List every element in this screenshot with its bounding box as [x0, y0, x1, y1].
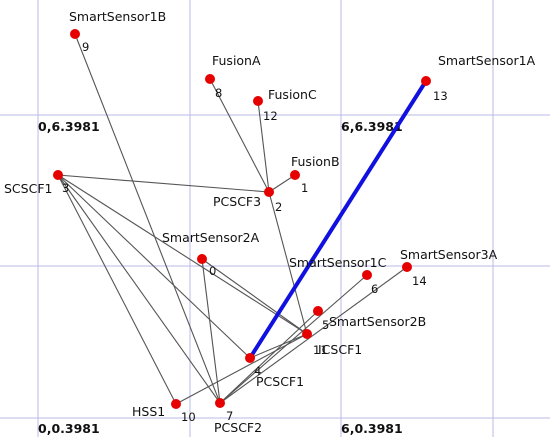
node-label: PCSCF2 [214, 420, 262, 435]
node-label: SmartSensor3A [400, 247, 498, 262]
node-marker[interactable] [205, 74, 215, 84]
node-marker[interactable] [302, 329, 312, 339]
edge-n3-n4 [57, 174, 251, 359]
node-number: 0 [209, 264, 216, 278]
edge-layer [57, 33, 408, 405]
coord-label-tr: 6,6.3981 [341, 119, 403, 134]
node-number: 2 [275, 200, 282, 214]
node-marker[interactable] [53, 170, 63, 180]
coord-label-bl: 0,0.3981 [38, 421, 100, 436]
edge-n7-n6 [219, 274, 368, 404]
edge-n8-n2 [209, 78, 270, 193]
node-label: FusionA [212, 53, 261, 68]
node-number: 13 [433, 89, 448, 103]
edge-n4-n11 [249, 333, 308, 359]
node-FusionC[interactable]: FusionC 12 [253, 87, 317, 123]
node-marker[interactable] [245, 353, 255, 363]
node-label: FusionB [291, 154, 340, 169]
node-marker[interactable] [171, 399, 181, 409]
node-marker[interactable] [253, 96, 263, 106]
node-label: SmartSensor1C [289, 255, 387, 270]
edge-n9-n7 [74, 33, 221, 404]
node-PCSCF3[interactable]: PCSCF3 2 [213, 187, 282, 214]
node-number: 14 [412, 274, 427, 288]
node-label: PCSCF3 [213, 194, 261, 209]
node-marker[interactable] [264, 187, 274, 197]
node-marker[interactable] [197, 254, 207, 264]
node-number: 8 [215, 86, 222, 100]
node-label: FusionC [268, 87, 317, 102]
node-number: 11 [313, 343, 328, 357]
node-marker[interactable] [70, 29, 80, 39]
node-number: 4 [254, 364, 261, 378]
edge-n3-n2 [57, 174, 270, 193]
node-number: 6 [371, 282, 378, 296]
node-number: 1 [301, 181, 308, 195]
node-HSS1[interactable]: HSS1 10 [132, 399, 196, 424]
edge-n0-n7 [201, 258, 221, 404]
coord-label-tl: 0,6.3981 [38, 119, 100, 134]
node-label: SmartSensor1A [438, 53, 536, 68]
node-SmartSensor1B[interactable]: SmartSensor1B 9 [69, 9, 166, 54]
node-SmartSensor1C[interactable]: SmartSensor1C 6 [289, 255, 387, 296]
edge-n2-n11 [268, 191, 308, 335]
node-label: SmartSensor2B [329, 314, 426, 329]
highlight-edge-layer [248, 79, 428, 360]
highlight-edge-n4-n13 [248, 79, 428, 360]
node-number: 5 [322, 318, 329, 332]
node-label: SmartSensor2A [162, 230, 260, 245]
node-label: ICSCF1 [318, 342, 362, 357]
node-label: PCSCF1 [256, 374, 304, 389]
edge-n3-n10 [57, 174, 177, 405]
node-number: 12 [263, 109, 278, 123]
node-marker[interactable] [215, 398, 225, 408]
node-marker[interactable] [313, 306, 323, 316]
node-SCSCF1[interactable]: SCSCF1 3 [4, 170, 69, 196]
node-label: HSS1 [132, 404, 165, 419]
coord-label-br: 6,0.3981 [341, 421, 403, 436]
node-SmartSensor3A[interactable]: SmartSensor3A 14 [400, 247, 498, 288]
node-marker[interactable] [402, 262, 412, 272]
node-label: SCSCF1 [4, 181, 52, 196]
node-SmartSensor2A[interactable]: SmartSensor2A 0 [162, 230, 260, 278]
node-marker[interactable] [362, 270, 372, 280]
node-label: SmartSensor1B [69, 9, 166, 24]
edge-n12-n2 [257, 100, 270, 193]
edge-n1-n2 [268, 174, 296, 193]
node-number: 10 [181, 410, 196, 424]
edge-n3-n11 [57, 174, 308, 335]
node-marker[interactable] [421, 76, 431, 86]
node-number: 3 [62, 181, 69, 195]
node-marker[interactable] [290, 170, 300, 180]
edge-n3-n7 [57, 174, 221, 404]
node-SmartSensor1A[interactable]: SmartSensor1A 13 [421, 53, 536, 103]
node-number: 9 [82, 40, 89, 54]
edge-n5-n7 [219, 310, 319, 404]
node-layer: SmartSensor2A 0 FusionB 1 PCSCF3 2 SCSCF1 3 PCSC… [4, 9, 536, 435]
node-FusionA[interactable]: FusionA 8 [205, 53, 261, 100]
edge-n7-n14 [219, 266, 408, 404]
edge-n0-n11 [201, 258, 308, 335]
node-FusionB[interactable]: FusionB 1 [290, 154, 340, 195]
coordinate-labels: 0,6.3981 6,6.3981 0,0.3981 6,0.3981 [38, 119, 403, 436]
node-number: 7 [226, 409, 233, 423]
